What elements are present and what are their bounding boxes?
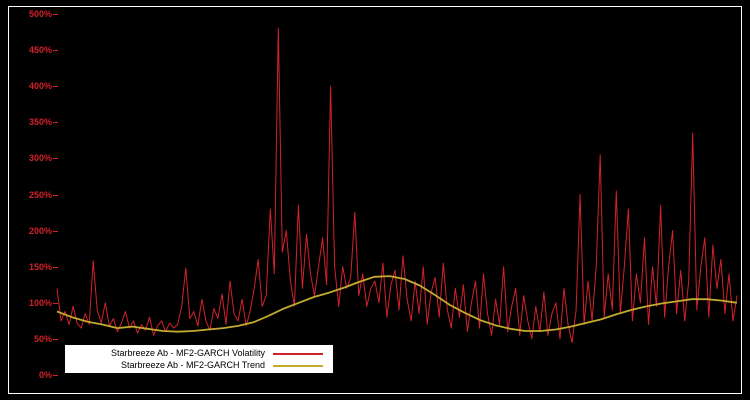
plot-frame (8, 6, 742, 394)
y-tick-label: 450% (28, 45, 52, 56)
y-tick-mark (53, 50, 58, 52)
y-tick-mark (53, 302, 58, 304)
y-tick-label: 400% (28, 81, 52, 92)
legend-row-trend: Starbreeze Ab - MF2-GARCH Trend (65, 360, 333, 371)
y-tick-mark (53, 230, 58, 232)
y-tick-mark (53, 86, 58, 88)
series-volatility-line (56, 27, 738, 343)
y-tick-label: 50% (33, 333, 52, 344)
legend-label-trend: Starbreeze Ab - MF2-GARCH Trend (120, 360, 265, 370)
legend: Starbreeze Ab - MF2-GARCH Volatility Sta… (64, 344, 334, 374)
legend-label-volatility: Starbreeze Ab - MF2-GARCH Volatility (110, 348, 265, 358)
series-trend-line (56, 275, 738, 333)
y-tick-label: 200% (28, 225, 52, 236)
y-tick-label: 300% (28, 153, 52, 164)
legend-line-volatility-sample (273, 352, 323, 355)
legend-line-trend-sample (273, 364, 323, 367)
y-tick-label: 250% (28, 189, 52, 200)
y-tick-mark (53, 122, 58, 124)
y-tick-mark (53, 375, 58, 376)
y-tick-label: 500% (28, 9, 52, 19)
y-tick-label: 0% (38, 370, 52, 380)
y-tick-mark (53, 266, 58, 268)
y-tick-mark (53, 158, 58, 160)
y-tick-mark (53, 338, 58, 340)
y-tick-mark (53, 14, 58, 15)
y-tick-label: 350% (28, 117, 52, 128)
y-tick-label: 100% (28, 297, 52, 308)
y-tick-label: 150% (28, 261, 52, 272)
y-tick-mark (53, 194, 58, 196)
legend-row-volatility: Starbreeze Ab - MF2-GARCH Volatility (65, 348, 333, 359)
